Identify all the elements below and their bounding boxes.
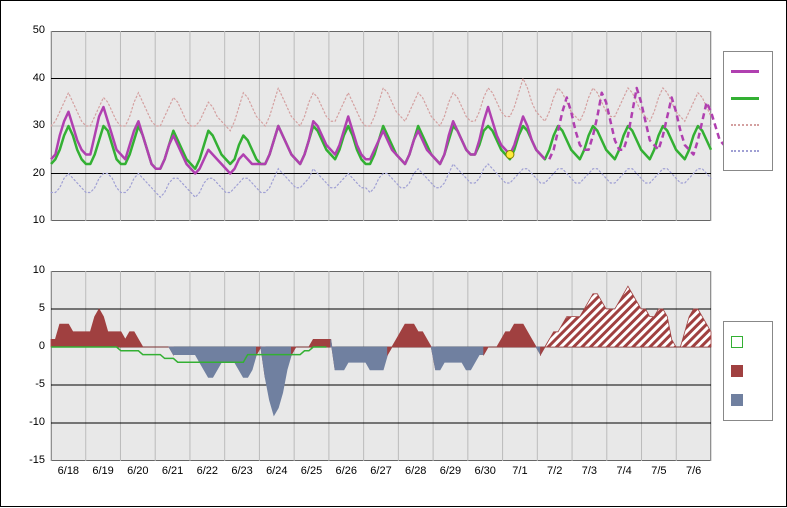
axis-label: -10 <box>15 416 45 428</box>
axis-label: 20 <box>15 167 45 179</box>
legend-top <box>723 51 773 171</box>
axis-label: 7/4 <box>607 465 641 477</box>
legend-item <box>725 394 771 406</box>
chart-frame: 1020304050-15-10-505106/186/196/206/216/… <box>0 0 787 507</box>
axis-label: 6/21 <box>156 465 190 477</box>
axis-label: 6/28 <box>399 465 433 477</box>
legend-item <box>725 365 771 377</box>
axis-label: -15 <box>15 454 45 466</box>
axis-label: 7/6 <box>677 465 711 477</box>
axis-label: 6/29 <box>433 465 467 477</box>
legend-item <box>725 150 771 152</box>
axis-label: 7/1 <box>503 465 537 477</box>
axis-label: 30 <box>15 119 45 131</box>
axis-label: 6/26 <box>329 465 363 477</box>
axis-label: 7/2 <box>538 465 572 477</box>
axis-label: 6/23 <box>225 465 259 477</box>
axis-label: 6/19 <box>86 465 120 477</box>
legend-item <box>725 124 771 126</box>
axis-label: 6/27 <box>364 465 398 477</box>
axis-label: 7/5 <box>642 465 676 477</box>
axis-label: 5 <box>15 302 45 314</box>
axis-label: 40 <box>15 72 45 84</box>
legend-item <box>725 336 771 348</box>
axis-label: 6/22 <box>190 465 224 477</box>
bottom-chart-svg <box>1 1 787 508</box>
axis-label: 6/20 <box>121 465 155 477</box>
axis-label: 10 <box>15 264 45 276</box>
axis-label: 0 <box>15 340 45 352</box>
axis-label: 6/18 <box>51 465 85 477</box>
axis-label: 10 <box>15 214 45 226</box>
axis-label: 6/24 <box>260 465 294 477</box>
axis-label: 6/25 <box>295 465 329 477</box>
axis-label: -5 <box>15 378 45 390</box>
axis-label: 6/30 <box>468 465 502 477</box>
legend-bottom <box>723 321 773 421</box>
axis-label: 50 <box>15 24 45 36</box>
axis-label: 7/3 <box>572 465 606 477</box>
legend-item <box>725 97 771 100</box>
legend-item <box>725 70 771 73</box>
